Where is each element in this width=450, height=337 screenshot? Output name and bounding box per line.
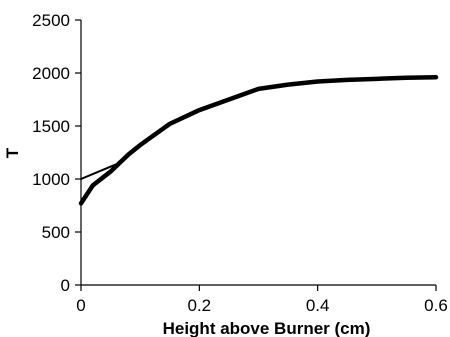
x-tick-label: 0.2 [188, 296, 212, 315]
y-axis-title: T [3, 147, 22, 158]
y-tick-label: 1500 [32, 117, 70, 136]
y-tick-label: 2500 [32, 11, 70, 30]
series-line-thick [78, 74, 439, 206]
x-tick-label: 0.4 [306, 296, 330, 315]
y-tick-label: 1000 [32, 170, 70, 189]
y-tick-label: 2000 [32, 64, 70, 83]
x-axis-title: Height above Burner (cm) [163, 319, 371, 337]
axes-layer [75, 19, 437, 291]
x-tick-label: 0.6 [424, 296, 448, 315]
x-tick-label: 0 [76, 296, 85, 315]
x-tick-labels: 0 0.2 0.4 0.6 [76, 296, 448, 315]
y-tick-labels: 0 500 1000 1500 2000 2500 [32, 11, 70, 295]
y-tick-label: 500 [42, 223, 70, 242]
series-layer [78, 74, 439, 206]
y-tick-label: 0 [61, 276, 70, 295]
series-line-thin [80, 76, 437, 180]
